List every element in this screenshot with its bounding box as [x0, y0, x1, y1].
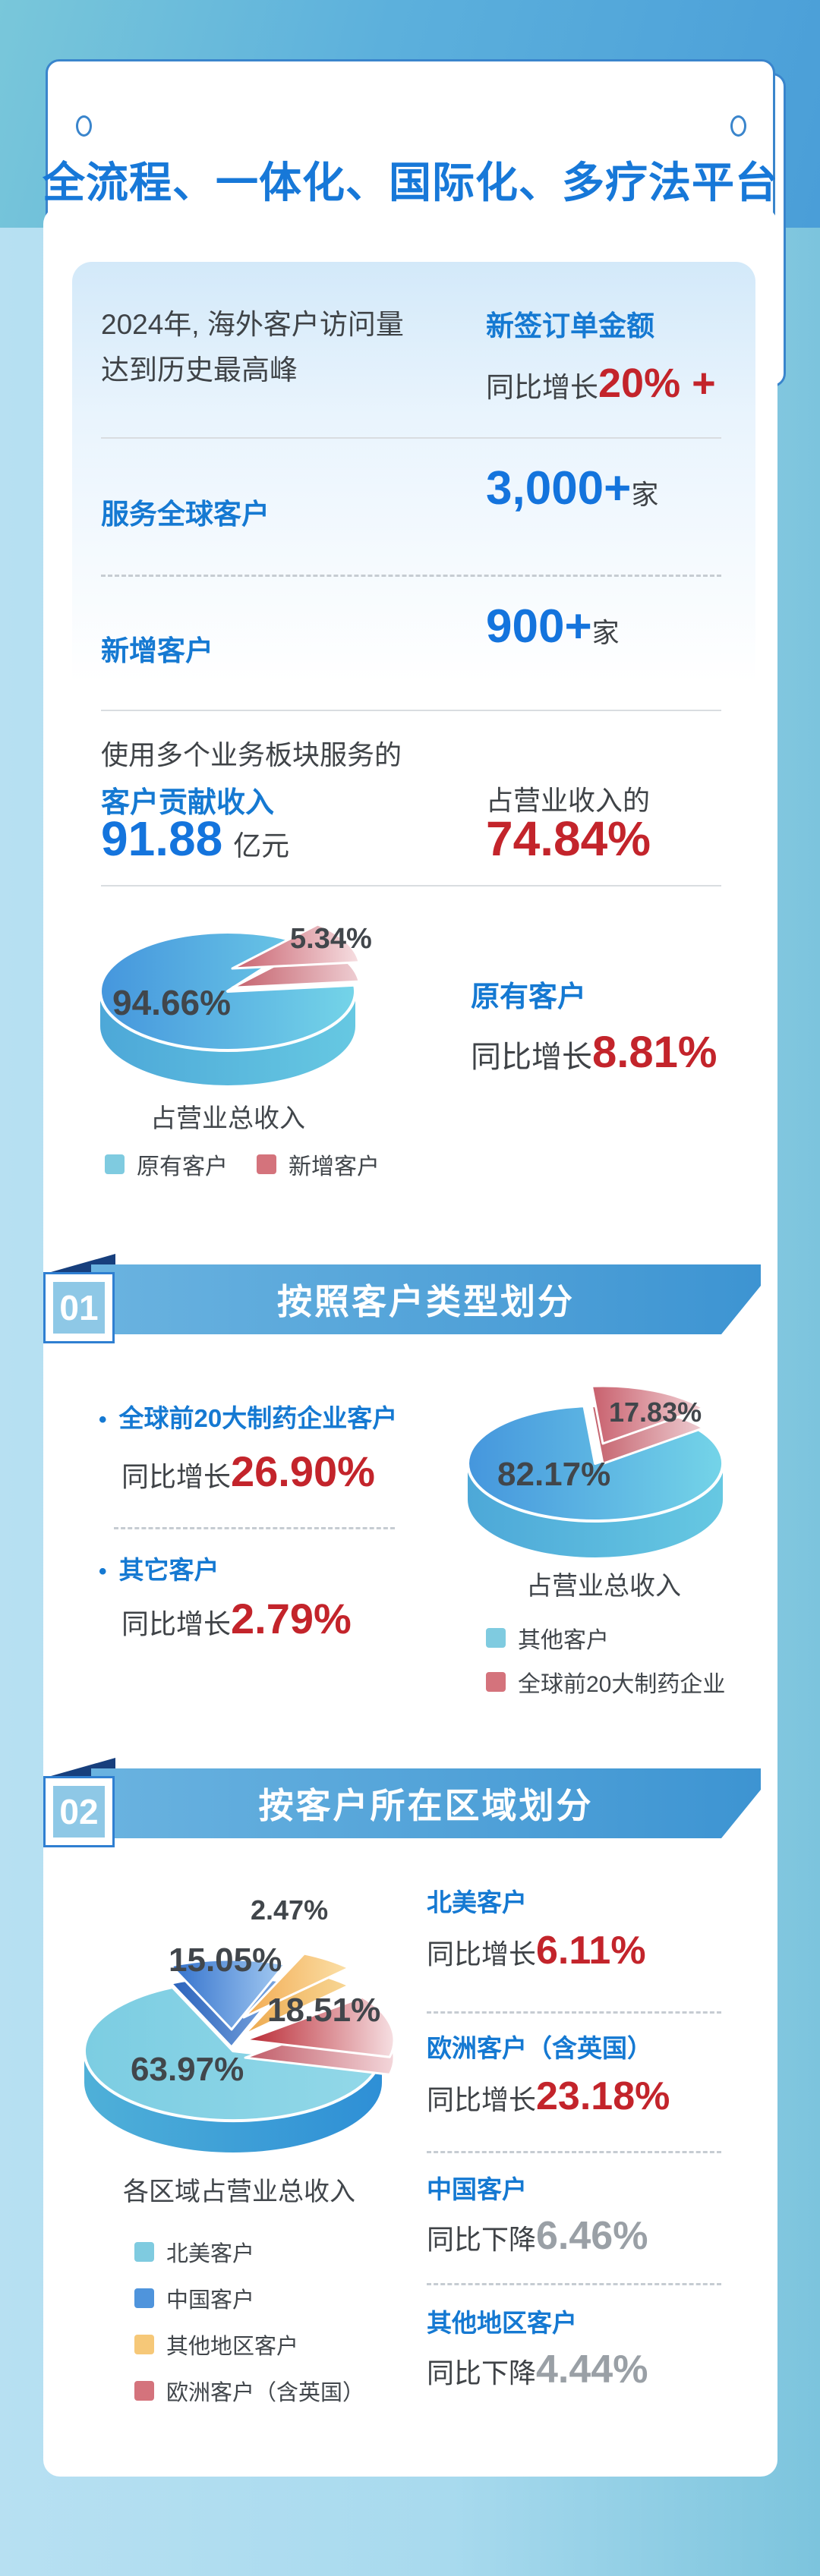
legend-swatch-icon — [134, 2288, 154, 2308]
stat-share-value: 74.84% — [486, 811, 651, 866]
section1-item2-growth: 同比增长 2.79% — [121, 1595, 352, 1642]
divider — [101, 710, 721, 711]
legend-item: 欧洲客户（含英国） — [134, 2375, 364, 2407]
stat-global-value: 3,000+ 家 — [486, 462, 659, 515]
stat-new-orders-value: 20% + — [598, 360, 716, 406]
section1-item2-label: 其它客户 — [99, 1550, 219, 1586]
region-cn-growth: 同比下降 6.46% — [427, 2214, 648, 2258]
section2-badge: 02 — [43, 1776, 115, 1847]
legend-item: 其他地区客户 — [134, 2329, 364, 2360]
stat-share-label: 占营业收入的 — [486, 785, 651, 816]
corner-oval-icon — [76, 115, 92, 137]
page-title-line1: 全流程、一体化、国际化、多疗法平台 — [43, 159, 778, 206]
dashed-divider — [427, 2011, 721, 2014]
pie1-legend: 原有客户 新增客户 — [105, 1148, 380, 1181]
legend-item: 全球前20大制药企业 — [486, 1665, 725, 1699]
region-eu-growth: 同比增长 23.18% — [427, 2074, 670, 2118]
pie-chart-customer-type — [466, 1384, 724, 1557]
pie2-legend: 其他客户 全球前20大制药企业 — [486, 1621, 725, 1699]
legend-swatch-icon — [105, 1154, 125, 1174]
region-eu-label: 欧洲客户（含英国） — [427, 2034, 652, 2062]
pie3-label-otherregion: 2.47% — [251, 1894, 329, 1926]
stat-visits: 2024年, 海外客户访问量 达到历史最高峰 — [101, 309, 404, 386]
stat-newcust-value: 900+ 家 — [486, 600, 620, 653]
stat-revenue-label: 客户贡献收入 — [101, 787, 275, 819]
pie3-label-china: 15.05% — [169, 1941, 282, 1979]
pie2-label-top20: 17.83% — [609, 1397, 702, 1428]
ribbon-corner-icon — [721, 1286, 761, 1334]
divider — [101, 437, 721, 439]
section1-badge: 01 — [43, 1272, 115, 1343]
legend-swatch-icon — [134, 2242, 154, 2262]
legend-swatch-icon — [134, 2335, 154, 2354]
stat-revenue-value: 91.88 亿元 — [101, 811, 290, 866]
dashed-divider — [427, 2283, 721, 2285]
pie2-label-other: 82.17% — [497, 1456, 611, 1493]
section1-title: 按照客户类型划分 — [277, 1282, 575, 1321]
region-other-growth: 同比下降 4.44% — [427, 2348, 648, 2392]
pie1-label-existing: 94.66% — [112, 983, 232, 1022]
stat-new-orders: 新签订单金额 同比增长 20% + — [486, 310, 716, 406]
legend-swatch-icon — [257, 1154, 276, 1174]
divider — [101, 885, 721, 886]
region-na-label: 北美客户 — [427, 1888, 527, 1916]
pie1-note: 原有客户 同比增长 8.81% — [471, 981, 718, 1077]
section2-ribbon: 按客户所在区域划分 — [91, 1768, 761, 1838]
corner-oval-icon — [730, 115, 746, 137]
pie3-label-europe: 18.51% — [267, 1992, 381, 2029]
pie1-label-new: 5.34% — [290, 923, 372, 955]
dashed-divider — [427, 2151, 721, 2153]
pie-chart-region — [83, 1952, 396, 2152]
region-other-label: 其他地区客户 — [427, 2309, 577, 2337]
dashed-divider — [114, 1527, 395, 1529]
legend-swatch-icon — [486, 1672, 506, 1692]
stat-multi-header: 使用多个业务板块服务的 — [101, 739, 402, 770]
legend-item: 原有客户 — [105, 1148, 228, 1181]
pie1-caption: 占营业总收入 — [150, 1104, 305, 1133]
ribbon-corner-icon — [721, 1790, 761, 1838]
section1-ribbon: 按照客户类型划分 — [91, 1264, 761, 1334]
section2-title: 按客户所在区域划分 — [258, 1786, 594, 1825]
stat-global-label: 服务全球客户 — [101, 499, 270, 530]
legend-swatch-icon — [134, 2381, 154, 2401]
pie3-legend: 北美客户 中国客户 其他地区客户 欧洲客户（含英国） — [134, 2236, 364, 2407]
section1-item1-label: 全球前20大制药企业客户 — [99, 1398, 398, 1434]
pie3-caption: 各区域占营业总收入 — [123, 2178, 355, 2206]
legend-item: 其他客户 — [486, 1621, 725, 1655]
legend-item: 中国客户 — [134, 2282, 364, 2314]
legend-item: 北美客户 — [134, 2236, 364, 2268]
region-na-growth: 同比增长 6.11% — [427, 1929, 646, 1973]
dashed-divider — [101, 575, 721, 577]
region-cn-label: 中国客户 — [427, 2175, 527, 2203]
legend-swatch-icon — [486, 1628, 506, 1648]
pie3-label-na: 63.97% — [131, 2051, 244, 2088]
section1-item1-growth: 同比增长 26.90% — [121, 1447, 375, 1495]
legend-item: 新增客户 — [257, 1148, 380, 1181]
pie-chart-customer-mix — [99, 923, 361, 1085]
pie2-caption: 占营业总收入 — [526, 1572, 681, 1601]
stat-newcust-label: 新增客户 — [101, 635, 213, 666]
